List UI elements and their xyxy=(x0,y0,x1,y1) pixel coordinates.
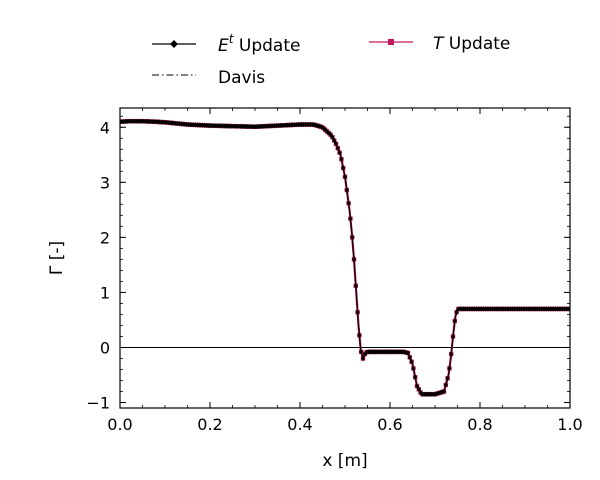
legend-label-t-update: T Update xyxy=(433,34,510,54)
marker-e-t-update-133 xyxy=(357,332,362,338)
y-tick-label-5: 4 xyxy=(100,118,110,137)
y-tick-label-1: 0 xyxy=(100,338,110,357)
legend-entry-t-update: T Update xyxy=(369,34,510,54)
legend-label-et-update: Et Update xyxy=(218,32,300,56)
legend-label-t-rest: Update xyxy=(443,34,510,54)
series-line-davis xyxy=(120,120,570,395)
legend-label-et-sup: t xyxy=(229,32,235,46)
legend-label-davis: Davis xyxy=(218,68,265,88)
legend-label-et-main: E xyxy=(218,36,229,56)
x-tick-label-3: 0.6 xyxy=(377,415,402,434)
y-axis-label: Γ [-] xyxy=(47,241,67,275)
legend-marker-t-update xyxy=(388,39,394,45)
x-axis-label: x [m] xyxy=(322,451,367,471)
legend-label-t-main: T xyxy=(433,34,445,54)
x-tick-label-4: 0.8 xyxy=(467,415,492,434)
marker-e-t-update-176 xyxy=(434,391,439,397)
marker-e-t-update-160 xyxy=(406,350,410,356)
y-tick-label-2: 1 xyxy=(100,283,110,302)
legend-label-et-rest: Update xyxy=(233,36,300,56)
x-tick-label-2: 0.4 xyxy=(287,415,312,434)
marker-e-t-update-123 xyxy=(339,156,344,162)
marker-e-t-update-158 xyxy=(402,349,407,355)
x-tick-label-1: 0.2 xyxy=(197,415,222,434)
series-layer xyxy=(120,118,570,397)
legend-marker-et-update xyxy=(170,40,178,48)
ticks-layer: 0.0 0.2 0.4 0.6 0.8 1.0 −1 0 1 2 3 4 xyxy=(86,108,583,434)
y-tick-label-3: 2 xyxy=(100,228,110,247)
x-tick-label-0: 0.0 xyxy=(107,415,132,434)
legend-entry-et-update: Et Update xyxy=(152,32,300,56)
series-line-e-t-update xyxy=(120,120,570,395)
y-tick-label-0: −1 xyxy=(86,393,110,412)
series-line-t-update xyxy=(120,120,570,396)
legend: Et Update T Update Davis xyxy=(152,32,510,88)
legend-entry-davis: Davis xyxy=(152,68,265,88)
y-tick-label-4: 3 xyxy=(100,173,110,192)
marker-e-t-update-164 xyxy=(413,374,418,380)
x-tick-label-5: 1.0 xyxy=(557,415,582,434)
plot-area: 0.0 0.2 0.4 0.6 0.8 1.0 −1 0 1 2 3 4 xyxy=(86,107,583,434)
plot-frame xyxy=(119,107,571,409)
marker-e-t-update-130 xyxy=(352,256,356,262)
marker-e-t-update-181 xyxy=(443,382,448,388)
marker-e-t-update-125 xyxy=(343,174,347,180)
marker-e-t-update-163 xyxy=(411,365,416,371)
